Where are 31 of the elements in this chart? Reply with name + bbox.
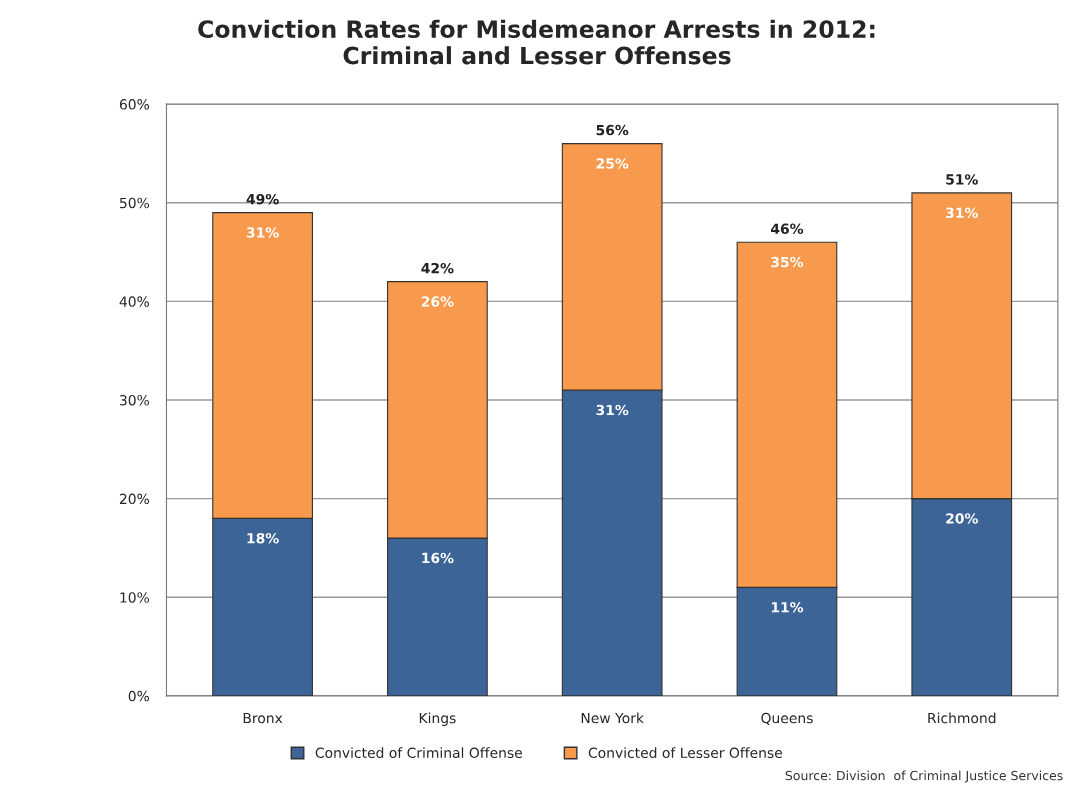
y-tick-label: 10% (120, 592, 150, 603)
data-label: 20% (946, 513, 978, 524)
data-label: 25% (596, 158, 629, 169)
y-tick-label: 20% (119, 493, 150, 505)
legend-label: Convicted of Lesser Offense (588, 747, 782, 759)
total-label: 51% (946, 174, 978, 185)
source-note: Source: Division of Criminal Justice Services (785, 770, 1063, 783)
data-label: 26% (421, 296, 454, 307)
x-tick-label: New York (581, 712, 644, 724)
total-label: 56% (596, 124, 629, 136)
x-tick-label: Bronx (243, 712, 283, 724)
x-tick-label: Queens (761, 712, 813, 725)
total-label: 49% (246, 193, 279, 205)
legend-label: Convicted of Criminal Offense (315, 747, 522, 759)
x-tick-label: Richmond (928, 712, 996, 724)
data-label: 31% (246, 227, 279, 238)
y-tick-label: 0% (128, 690, 150, 702)
data-label: 11% (771, 601, 804, 613)
data-label: 35% (771, 256, 804, 268)
y-tick-label: 50% (120, 197, 150, 209)
data-label: 18% (247, 532, 279, 544)
data-label: 16% (422, 552, 454, 564)
chart-title: Conviction Rates for Misdemeanor Arrests in 2012: Criminal and Lesser Offenses (198, 19, 875, 65)
y-tick-label: 30% (119, 394, 150, 406)
x-tick-label: Kings (419, 712, 456, 727)
y-tick-label: 60% (119, 99, 150, 110)
data-label: 31% (596, 404, 629, 416)
total-label: 46% (770, 223, 804, 234)
total-label: 42% (421, 262, 454, 274)
y-tick-label: 40% (119, 296, 150, 307)
data-label: 31% (946, 207, 978, 218)
